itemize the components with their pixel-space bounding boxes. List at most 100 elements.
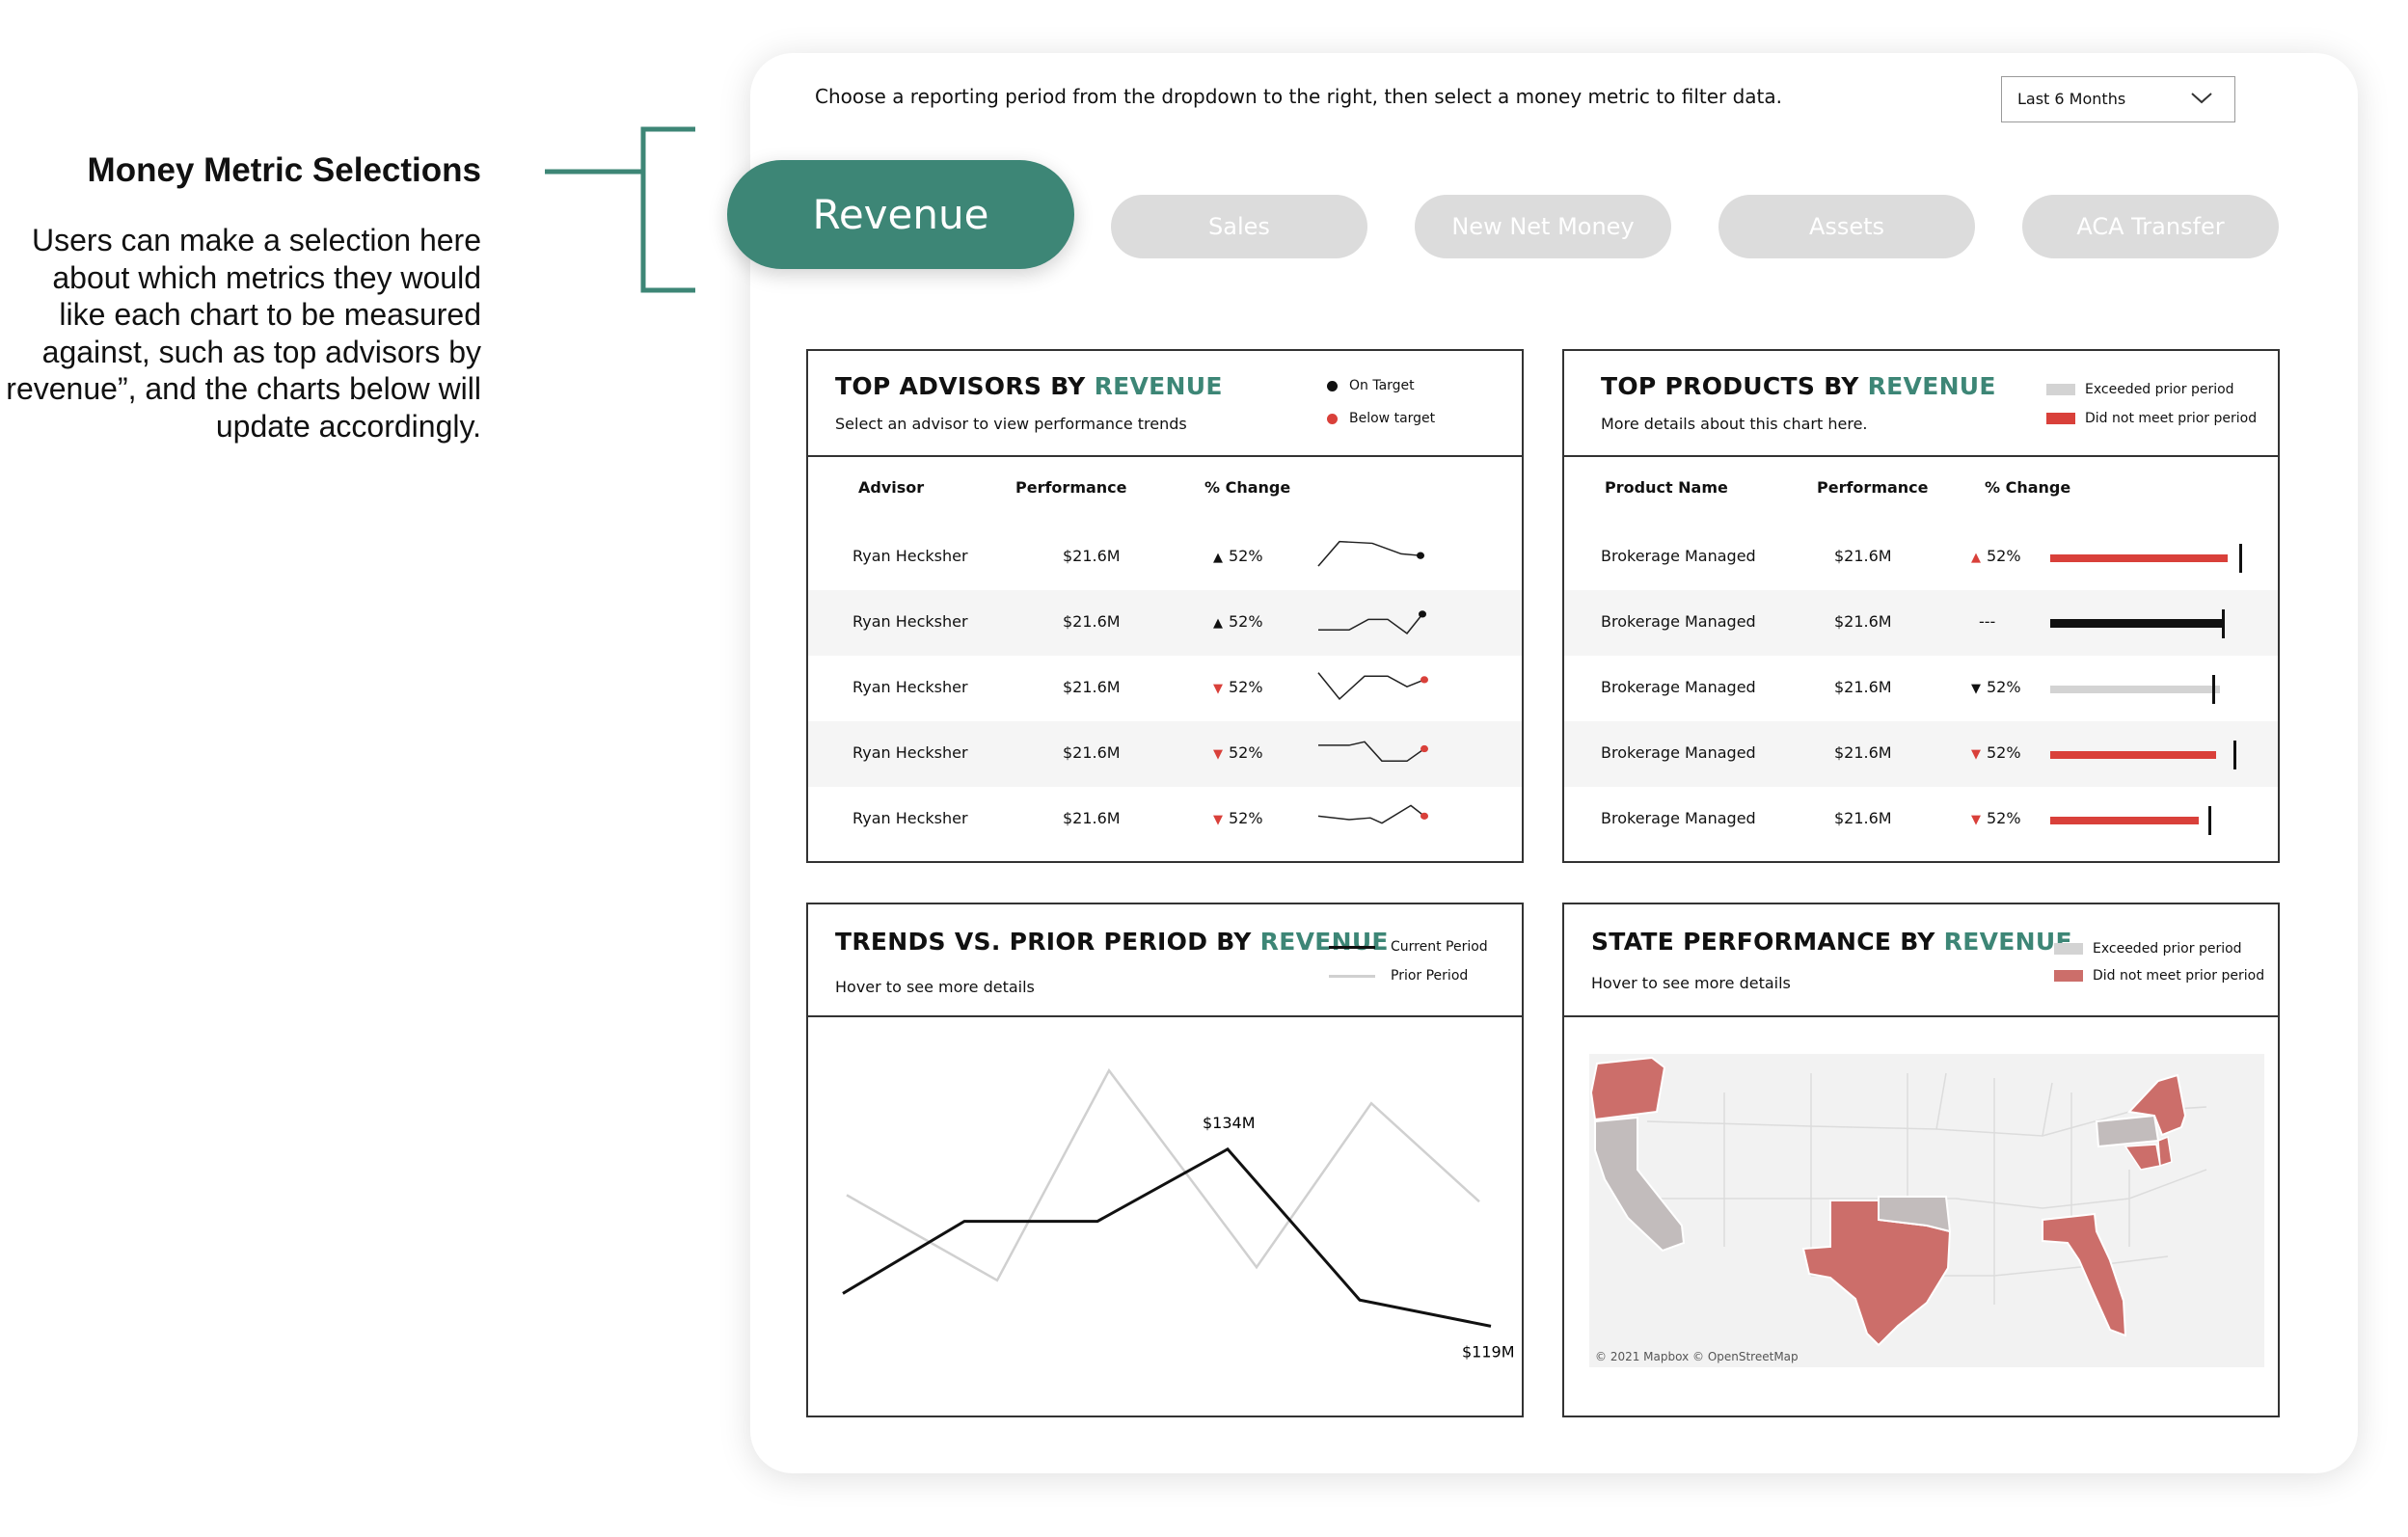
table-row[interactable]: Ryan Hecksher $21.6M ▼ 52% [808, 721, 1522, 787]
period-dropdown-value: Last 6 Months [2017, 90, 2126, 108]
table-row[interactable]: Brokerage Managed $21.6M ▼ 52% [1564, 656, 2278, 721]
panel-header: TRENDS VS. PRIOR PERIOD BY REVENUE Hover… [808, 904, 1522, 1017]
advisor-name: Ryan Hecksher [852, 743, 968, 762]
advisor-change: ▲ 52% [1213, 612, 1263, 631]
top-products-panel: TOP PRODUCTS BY REVENUE More details abo… [1562, 349, 2280, 863]
change-direction-icon: ▼ [1213, 813, 1223, 827]
bullet-bar-target [2233, 741, 2236, 769]
sparkline [1318, 610, 1426, 634]
bullet-bar-value [2050, 686, 2220, 693]
change-value: 52% [1229, 678, 1263, 696]
col-header-performance: Performance [1817, 478, 1929, 497]
state-maryland[interactable] [2124, 1144, 2161, 1171]
metric-pill-new-net-money[interactable]: New Net Money [1415, 195, 1671, 258]
state-florida[interactable] [2042, 1212, 2127, 1337]
metric-pill-aca-transfer[interactable]: ACA Transfer [2022, 195, 2279, 258]
change-direction-icon: ▼ [1971, 682, 1981, 696]
panel-title: TOP PRODUCTS BY REVENUE [1601, 372, 1996, 400]
advisor-change: ▲ 52% [1213, 547, 1263, 565]
product-performance: $21.6M [1834, 678, 1892, 696]
panel-header: STATE PERFORMANCE BY REVENUE Hover to se… [1564, 904, 2278, 1017]
change-direction-icon: ▲ [1213, 551, 1223, 565]
product-performance: $21.6M [1834, 612, 1892, 631]
bracket-connector [545, 126, 695, 293]
bullet-bar [2050, 675, 2220, 704]
top-advisors-panel: TOP ADVISORS BY REVENUE Select an adviso… [806, 349, 1524, 863]
annotation-body: Users can make a selection here about wh… [6, 223, 481, 444]
change-value: --- [1979, 612, 1996, 631]
change-direction-icon: ▲ [1213, 616, 1223, 631]
legend-current-period: Current Period [1329, 939, 1488, 955]
change-value: 52% [1229, 612, 1263, 631]
us-state-map[interactable]: © 2021 Mapbox © OpenStreetMap [1589, 1054, 2264, 1367]
metric-pill-revenue[interactable]: Revenue [727, 160, 1074, 269]
table-row[interactable]: Ryan Hecksher $21.6M ▲ 52% [808, 525, 1522, 590]
panel-subtitle: Hover to see more details [1591, 974, 1791, 992]
bullet-bar-value [2050, 554, 2228, 562]
state-new-york[interactable] [2126, 1073, 2187, 1137]
panel-header: TOP ADVISORS BY REVENUE Select an adviso… [808, 351, 1522, 457]
sparkline [1317, 804, 1428, 824]
bullet-bar [2050, 741, 2236, 769]
col-header-advisor: Advisor [858, 478, 925, 497]
table-row[interactable]: Brokerage Managed $21.6M ▼ 52% [1564, 787, 2278, 852]
bullet-bar-target [2212, 675, 2215, 704]
panel-title: TOP ADVISORS BY REVENUE [835, 372, 1223, 400]
advisor-name: Ryan Hecksher [852, 678, 968, 696]
state-new-jersey[interactable] [2157, 1135, 2173, 1168]
table-row[interactable]: Brokerage Managed $21.6M ▼ 52% [1564, 721, 2278, 787]
sparkline [1317, 672, 1428, 701]
product-performance: $21.6M [1834, 809, 1892, 827]
annotation-title: Money Metric Selections [87, 151, 481, 189]
change-direction-icon: ▼ [1213, 682, 1223, 696]
panel-subtitle: Hover to see more details [835, 978, 1035, 996]
change-value: 52% [1229, 743, 1263, 762]
state-california[interactable] [1594, 1116, 1686, 1253]
bullet-bar-value [2050, 619, 2222, 628]
bullet-bar-target [2222, 609, 2225, 638]
table-row[interactable]: Ryan Hecksher $21.6M ▼ 52% [808, 656, 1522, 721]
legend-exceeded: Exceeded prior period [2046, 382, 2234, 397]
current-period-line[interactable] [842, 1146, 1492, 1328]
table-row[interactable]: Ryan Hecksher $21.6M ▲ 52% [808, 590, 1522, 656]
legend-below-target: Below target [1327, 411, 1435, 426]
table-row[interactable]: Ryan Hecksher $21.6M ▼ 52% [808, 787, 1522, 852]
sparkline-path [1317, 672, 1425, 701]
state-pennsylvania[interactable] [2095, 1114, 2160, 1148]
advisor-change: ▼ 52% [1213, 678, 1263, 696]
bullet-bar-target [2239, 544, 2242, 573]
panel-title: STATE PERFORMANCE BY REVENUE [1591, 928, 2072, 956]
state-oklahoma[interactable] [1878, 1196, 1952, 1233]
metric-pill-assets[interactable]: Assets [1718, 195, 1975, 258]
change-direction-icon: ▼ [1213, 747, 1223, 762]
bullet-bar [2050, 609, 2225, 638]
table-row[interactable]: Brokerage Managed $21.6M ▲ 52% [1564, 525, 2278, 590]
metric-pill-sales[interactable]: Sales [1111, 195, 1367, 258]
data-label-end: $119M [1462, 1342, 1515, 1361]
product-change: ▲ 52% [1971, 547, 2021, 565]
col-header-product: Product Name [1605, 478, 1728, 497]
legend-prior-period: Prior Period [1329, 968, 1468, 984]
advisor-performance: $21.6M [1063, 809, 1121, 827]
period-dropdown[interactable]: Last 6 Months [2001, 76, 2235, 122]
bullet-bar-target [2208, 806, 2211, 835]
product-performance: $21.6M [1834, 547, 1892, 565]
table-row[interactable]: Brokerage Managed $21.6M --- [1564, 590, 2278, 656]
col-header-change: % Change [1204, 478, 1291, 497]
product-change: ▼ 52% [1971, 809, 2021, 827]
panel-title: TRENDS VS. PRIOR PERIOD BY REVENUE [835, 928, 1389, 956]
trend-line-chart[interactable]: $134M $119M [808, 904, 1522, 1416]
advisor-name: Ryan Hecksher [852, 547, 968, 565]
product-change: ▼ 52% [1971, 678, 2021, 696]
state-oregon[interactable] [1589, 1056, 1666, 1121]
advisor-performance: $21.6M [1063, 678, 1121, 696]
product-name: Brokerage Managed [1601, 809, 1756, 827]
product-name: Brokerage Managed [1601, 678, 1756, 696]
panel-subtitle: Select an advisor to view performance tr… [835, 415, 1187, 433]
product-name: Brokerage Managed [1601, 547, 1756, 565]
advisor-change: ▼ 52% [1213, 743, 1263, 762]
change-value: 52% [1987, 678, 2021, 696]
prior-period-line[interactable] [846, 1067, 1480, 1282]
data-label-max: $134M [1203, 1114, 1256, 1132]
change-value: 52% [1987, 809, 2021, 827]
